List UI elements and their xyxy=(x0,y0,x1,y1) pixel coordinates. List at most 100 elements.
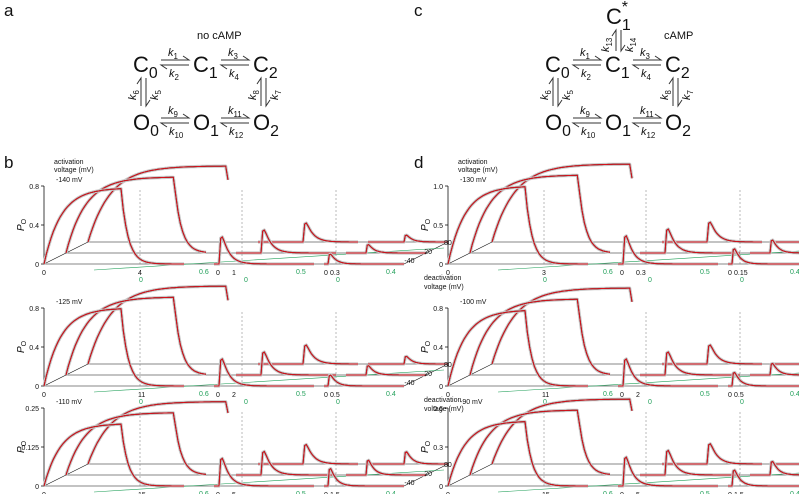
state-O1-open-sub: 1 xyxy=(622,123,631,140)
arrow-forward xyxy=(633,113,663,119)
rate-k5: k5 xyxy=(149,90,163,101)
green-tick-label: 0.5 xyxy=(296,491,306,494)
deactivation-label: deactivation xyxy=(424,397,461,404)
x-tick-label: 0 xyxy=(324,392,328,399)
rate-k1-base: k xyxy=(168,47,174,59)
rate-k6-sub: 6 xyxy=(132,90,141,95)
rate-k6-base: k xyxy=(127,94,139,100)
rate-k3-sub: 3 xyxy=(646,52,651,61)
state-O0-open-base: O xyxy=(545,110,562,135)
trace-model xyxy=(87,165,229,243)
trace-model xyxy=(324,374,404,387)
trace-model xyxy=(772,241,799,243)
green-tick-label: 0 xyxy=(244,277,248,284)
rate-k9-base: k xyxy=(580,105,586,117)
trace-model xyxy=(324,468,404,487)
rate-k2-base: k xyxy=(169,68,175,80)
rate-k4-base: k xyxy=(641,68,647,80)
rate-k8-sub: 8 xyxy=(252,90,261,95)
rate-k3: k3 xyxy=(640,47,651,61)
rate-k7-sub: 7 xyxy=(686,90,695,94)
rate-k10-base: k xyxy=(169,126,175,138)
trace-model xyxy=(750,362,799,376)
y-tick-label: 0.25 xyxy=(25,406,39,413)
state-O0-open: O0 xyxy=(133,110,159,140)
rate-k1: k1 xyxy=(168,47,179,61)
rate-k4: k4 xyxy=(641,68,652,82)
trace-model xyxy=(258,344,358,365)
x-tick-label: 0 xyxy=(216,392,220,399)
x-tick-label: 0 xyxy=(446,270,450,277)
state-O2-open: O2 xyxy=(665,110,691,140)
panel-label-c: c xyxy=(414,1,423,20)
rate-k12-base: k xyxy=(229,126,235,138)
arrow-down xyxy=(557,78,563,108)
trace-model xyxy=(346,459,426,476)
state-O0-open: O0 xyxy=(545,110,571,140)
rate-k5-base: k xyxy=(149,94,161,100)
state-C0: C0 xyxy=(133,52,158,82)
rate-k12: k12 xyxy=(641,126,655,140)
trace-model xyxy=(368,355,448,365)
rate-k3-sub: 3 xyxy=(234,52,239,61)
trace-model xyxy=(469,174,611,254)
state-O1-open-base: O xyxy=(193,110,210,135)
green-tick-label: 0.5 xyxy=(296,269,306,276)
green-tick-label: 0 xyxy=(543,399,547,406)
rate-k11-sub: 11 xyxy=(234,110,243,119)
rate-k4-sub: 4 xyxy=(647,73,652,82)
state-C0-base: C xyxy=(133,52,149,77)
green-tick-label: 0 xyxy=(244,399,248,406)
trace-model xyxy=(491,287,633,365)
y-tick-label: 0.8 xyxy=(433,306,443,313)
state-O1-open-base: O xyxy=(605,110,622,135)
arrow-down xyxy=(265,78,271,108)
x-tick-label: 0 xyxy=(324,270,328,277)
depth-tick-label: 20 xyxy=(424,471,432,478)
rate-k13-base: k xyxy=(600,46,612,52)
arrow-back xyxy=(631,122,661,128)
y-axis-label: PO xyxy=(16,218,28,231)
arrow-down xyxy=(620,30,626,53)
green-tick-label: 0 xyxy=(139,399,143,406)
y-tick-label: 0.8 xyxy=(29,306,39,313)
rate-k5: k5 xyxy=(561,90,575,101)
rate-k7-base: k xyxy=(681,94,693,100)
y-tick-label: 0 xyxy=(439,262,443,269)
rate-k2-sub: 2 xyxy=(175,73,179,82)
state-C1-base: C xyxy=(605,52,621,77)
x-tick-label: 5 xyxy=(232,492,236,494)
rate-k3-base: k xyxy=(228,47,234,59)
rate-k8-sub: 8 xyxy=(664,90,673,95)
trace-model xyxy=(87,401,229,465)
rate-k11: k11 xyxy=(640,105,654,119)
state-C1-sub: 1 xyxy=(621,65,630,82)
rate-k8: k8 xyxy=(659,90,673,101)
trace-error-band xyxy=(446,420,588,488)
green-tick-label: 0 xyxy=(543,277,547,284)
x-tick-label: 0 xyxy=(42,270,46,277)
rate-k1-base: k xyxy=(580,47,586,59)
depth-tick-label: -40 xyxy=(404,258,414,265)
x-tick-label: 4 xyxy=(138,270,142,277)
x-tick-label: 0 xyxy=(728,492,732,494)
trace-error-band xyxy=(618,234,718,266)
x-tick-label: 0 xyxy=(446,392,450,399)
state-O1-open: O1 xyxy=(605,110,631,140)
trace-model xyxy=(447,186,588,265)
rate-k5-sub: 5 xyxy=(154,90,163,95)
rate-k1-sub: 1 xyxy=(586,52,591,61)
rate-k12-sub: 12 xyxy=(647,131,656,140)
trace-model xyxy=(43,188,184,265)
arrow-up xyxy=(611,28,617,51)
rate-k2: k2 xyxy=(581,68,591,82)
trace-data xyxy=(447,421,588,487)
rate-k1: k1 xyxy=(580,47,591,61)
y-axis-label-base: P xyxy=(16,346,27,353)
y-tick-label: 0 xyxy=(35,262,39,269)
x-tick-label: 11 xyxy=(138,392,145,399)
rate-k3: k3 xyxy=(228,47,239,61)
state-O1-open: O1 xyxy=(193,110,219,140)
